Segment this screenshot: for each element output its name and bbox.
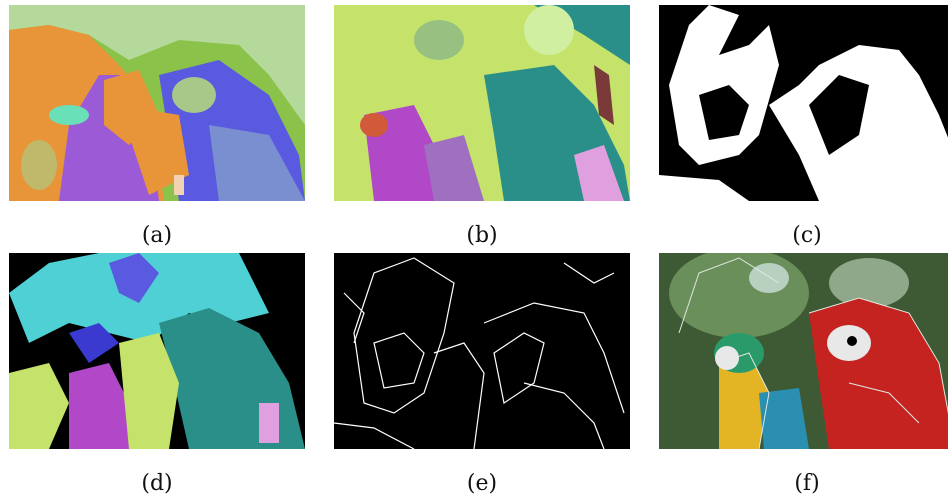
caption-c: (c) [792, 223, 822, 248]
caption-d: (d) [141, 471, 173, 496]
segmentation-image-a [9, 5, 305, 201]
caption-e: (e) [466, 471, 498, 496]
panel-e-edge-map [334, 253, 630, 449]
caption-a: (a) [141, 223, 173, 248]
binary-mask-image [659, 5, 948, 201]
panel-b-segmentation [334, 5, 630, 201]
segmentation-image-b [334, 5, 630, 201]
parrots-photo-with-contours [659, 253, 948, 449]
caption-f: (f) [794, 471, 820, 496]
edge-map-image [334, 253, 630, 449]
caption-b: (b) [466, 223, 498, 248]
panel-c-binary-mask [659, 5, 948, 201]
panel-d-segmentation [9, 253, 305, 449]
panel-a-segmentation [9, 5, 305, 201]
segmentation-image-d [9, 253, 305, 449]
panel-f-photo-contours [659, 253, 948, 449]
